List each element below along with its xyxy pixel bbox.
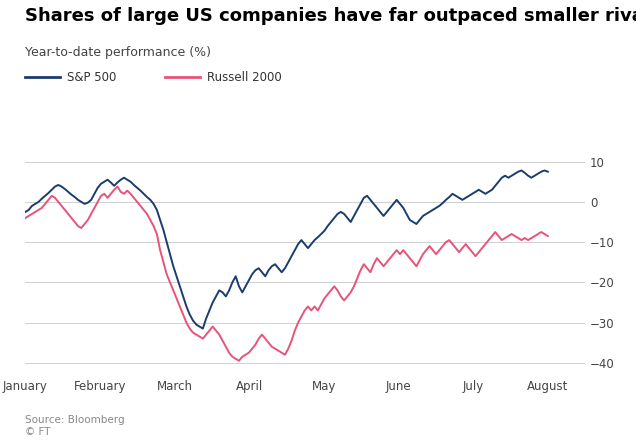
S&P 500 [127,179,134,184]
Text: S&P 500: S&P 500 [67,71,116,84]
Text: Source: Bloomberg
© FT: Source: Bloomberg © FT [25,415,125,437]
S&P 500 [199,326,207,331]
Line: S&P 500: S&P 500 [25,171,548,329]
Russell 2000 [22,215,29,220]
Russell 2000 [130,195,137,201]
S&P 500 [22,209,29,215]
S&P 500 [363,193,371,198]
Russell 2000 [235,358,243,363]
Line: Russell 2000: Russell 2000 [25,187,548,361]
Text: Year-to-date performance (%): Year-to-date performance (%) [25,46,211,59]
Russell 2000 [114,184,121,189]
S&P 500 [544,169,551,174]
Russell 2000 [455,250,463,255]
Russell 2000 [544,233,551,239]
Russell 2000 [366,269,374,275]
Russell 2000 [317,302,325,307]
Russell 2000 [524,237,532,243]
S&P 500 [518,168,525,173]
S&P 500 [452,193,460,198]
Text: Shares of large US companies have far outpaced smaller rivals: Shares of large US companies have far ou… [25,7,636,25]
Text: Russell 2000: Russell 2000 [207,71,282,84]
Russell 2000 [173,296,181,301]
S&P 500 [524,173,532,178]
S&P 500 [169,264,177,269]
S&P 500 [314,235,322,240]
